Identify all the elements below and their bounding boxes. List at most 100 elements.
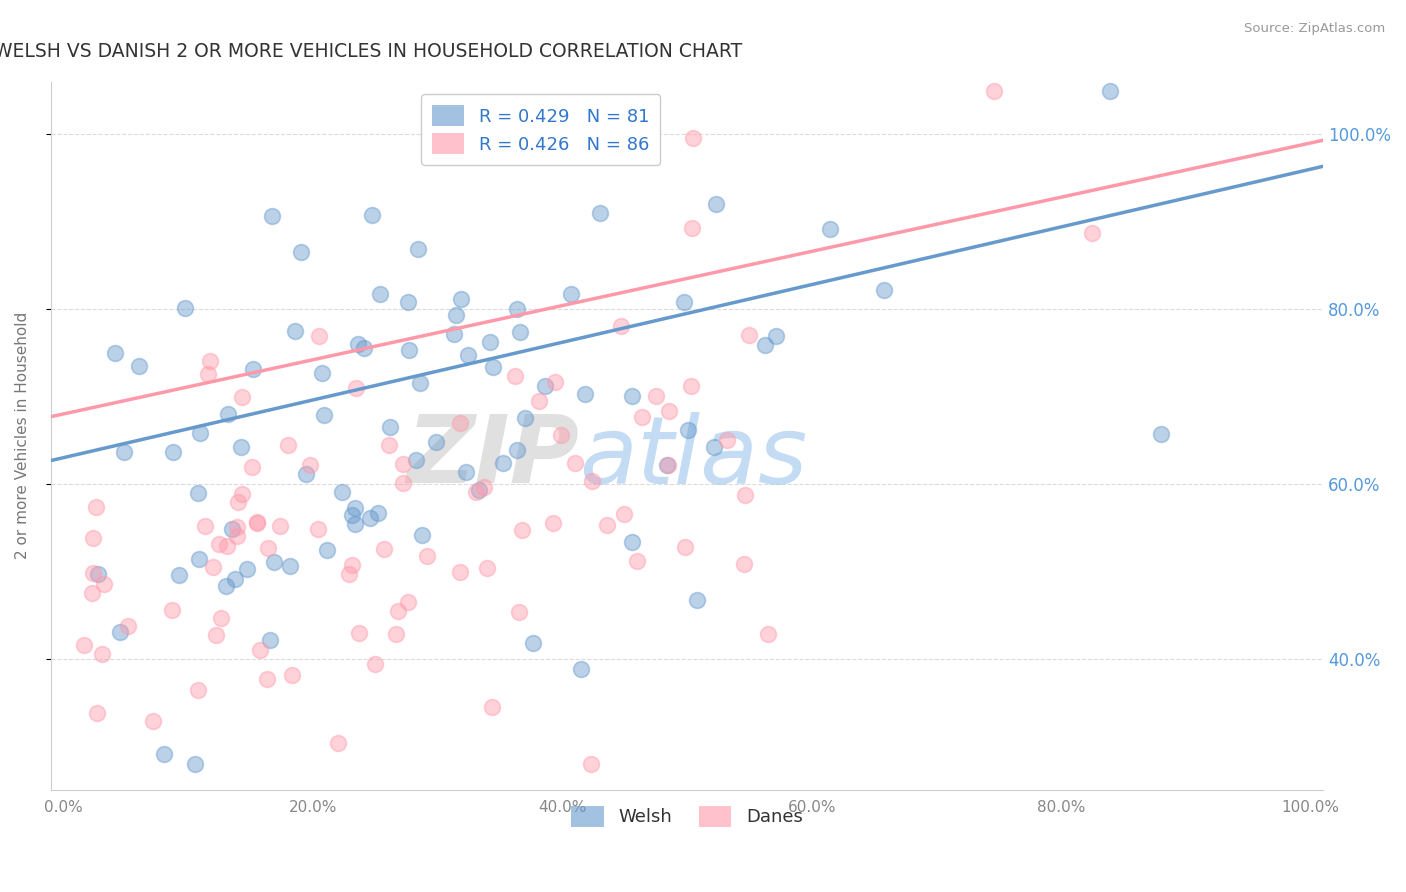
Point	[226, 495, 249, 509]
Point	[396, 595, 419, 609]
Point	[645, 389, 668, 403]
Point	[86, 706, 108, 720]
Point	[262, 209, 284, 223]
Point	[82, 531, 104, 545]
Point	[202, 559, 225, 574]
Point	[224, 572, 246, 586]
Point	[449, 565, 471, 579]
Point	[416, 549, 439, 564]
Point	[82, 566, 104, 581]
Point	[337, 566, 360, 581]
Point	[392, 476, 415, 491]
Point	[162, 602, 184, 616]
Point	[184, 756, 207, 771]
Point	[621, 388, 644, 402]
Text: ZIP: ZIP	[406, 411, 579, 503]
Point	[550, 428, 572, 442]
Point	[278, 559, 301, 574]
Point	[737, 328, 759, 343]
Point	[655, 458, 678, 473]
Point	[387, 604, 409, 618]
Point	[217, 407, 239, 421]
Point	[307, 523, 329, 537]
Point	[364, 657, 387, 671]
Point	[240, 459, 263, 474]
Point	[733, 557, 755, 571]
Point	[104, 346, 127, 360]
Point	[311, 366, 333, 380]
Point	[409, 376, 432, 390]
Point	[449, 417, 471, 431]
Point	[581, 474, 603, 488]
Point	[734, 488, 756, 502]
Point	[818, 221, 841, 235]
Point	[503, 368, 526, 383]
Point	[1080, 226, 1102, 240]
Point	[269, 519, 291, 533]
Point	[117, 619, 139, 633]
Point	[82, 586, 104, 600]
Point	[481, 360, 503, 375]
Point	[263, 555, 285, 569]
Point	[249, 643, 271, 657]
Point	[534, 379, 557, 393]
Point	[153, 747, 176, 761]
Point	[281, 668, 304, 682]
Point	[658, 404, 681, 418]
Point	[346, 336, 368, 351]
Point	[477, 561, 499, 575]
Point	[290, 244, 312, 259]
Point	[510, 523, 533, 537]
Point	[579, 756, 602, 771]
Point	[215, 578, 238, 592]
Point	[613, 507, 636, 521]
Point	[478, 335, 501, 350]
Point	[569, 661, 592, 675]
Point	[411, 528, 433, 542]
Point	[86, 500, 108, 515]
Point	[425, 435, 447, 450]
Point	[340, 508, 363, 523]
Point	[544, 375, 567, 389]
Point	[406, 242, 429, 256]
Point	[560, 287, 582, 301]
Point	[508, 605, 530, 619]
Point	[454, 465, 477, 479]
Point	[142, 714, 165, 728]
Point	[349, 625, 371, 640]
Point	[91, 647, 114, 661]
Point	[188, 551, 211, 566]
Point	[685, 592, 707, 607]
Point	[368, 287, 391, 301]
Point	[468, 483, 491, 498]
Point	[756, 627, 779, 641]
Point	[246, 515, 269, 529]
Point	[983, 83, 1005, 97]
Text: atlas: atlas	[579, 411, 807, 502]
Point	[373, 542, 395, 557]
Point	[673, 540, 696, 554]
Point	[173, 301, 195, 315]
Point	[308, 328, 330, 343]
Point	[73, 638, 96, 652]
Point	[284, 324, 307, 338]
Point	[236, 562, 259, 576]
Point	[716, 433, 738, 447]
Point	[513, 411, 536, 425]
Point	[276, 438, 298, 452]
Point	[205, 628, 228, 642]
Point	[353, 341, 375, 355]
Point	[1098, 83, 1121, 97]
Point	[457, 348, 479, 362]
Point	[326, 736, 349, 750]
Point	[754, 338, 776, 352]
Point	[359, 510, 381, 524]
Point	[112, 445, 135, 459]
Point	[703, 440, 725, 454]
Point	[343, 517, 366, 532]
Point	[187, 682, 209, 697]
Point	[509, 325, 531, 339]
Point	[257, 541, 280, 555]
Point	[529, 393, 551, 408]
Point	[246, 516, 269, 530]
